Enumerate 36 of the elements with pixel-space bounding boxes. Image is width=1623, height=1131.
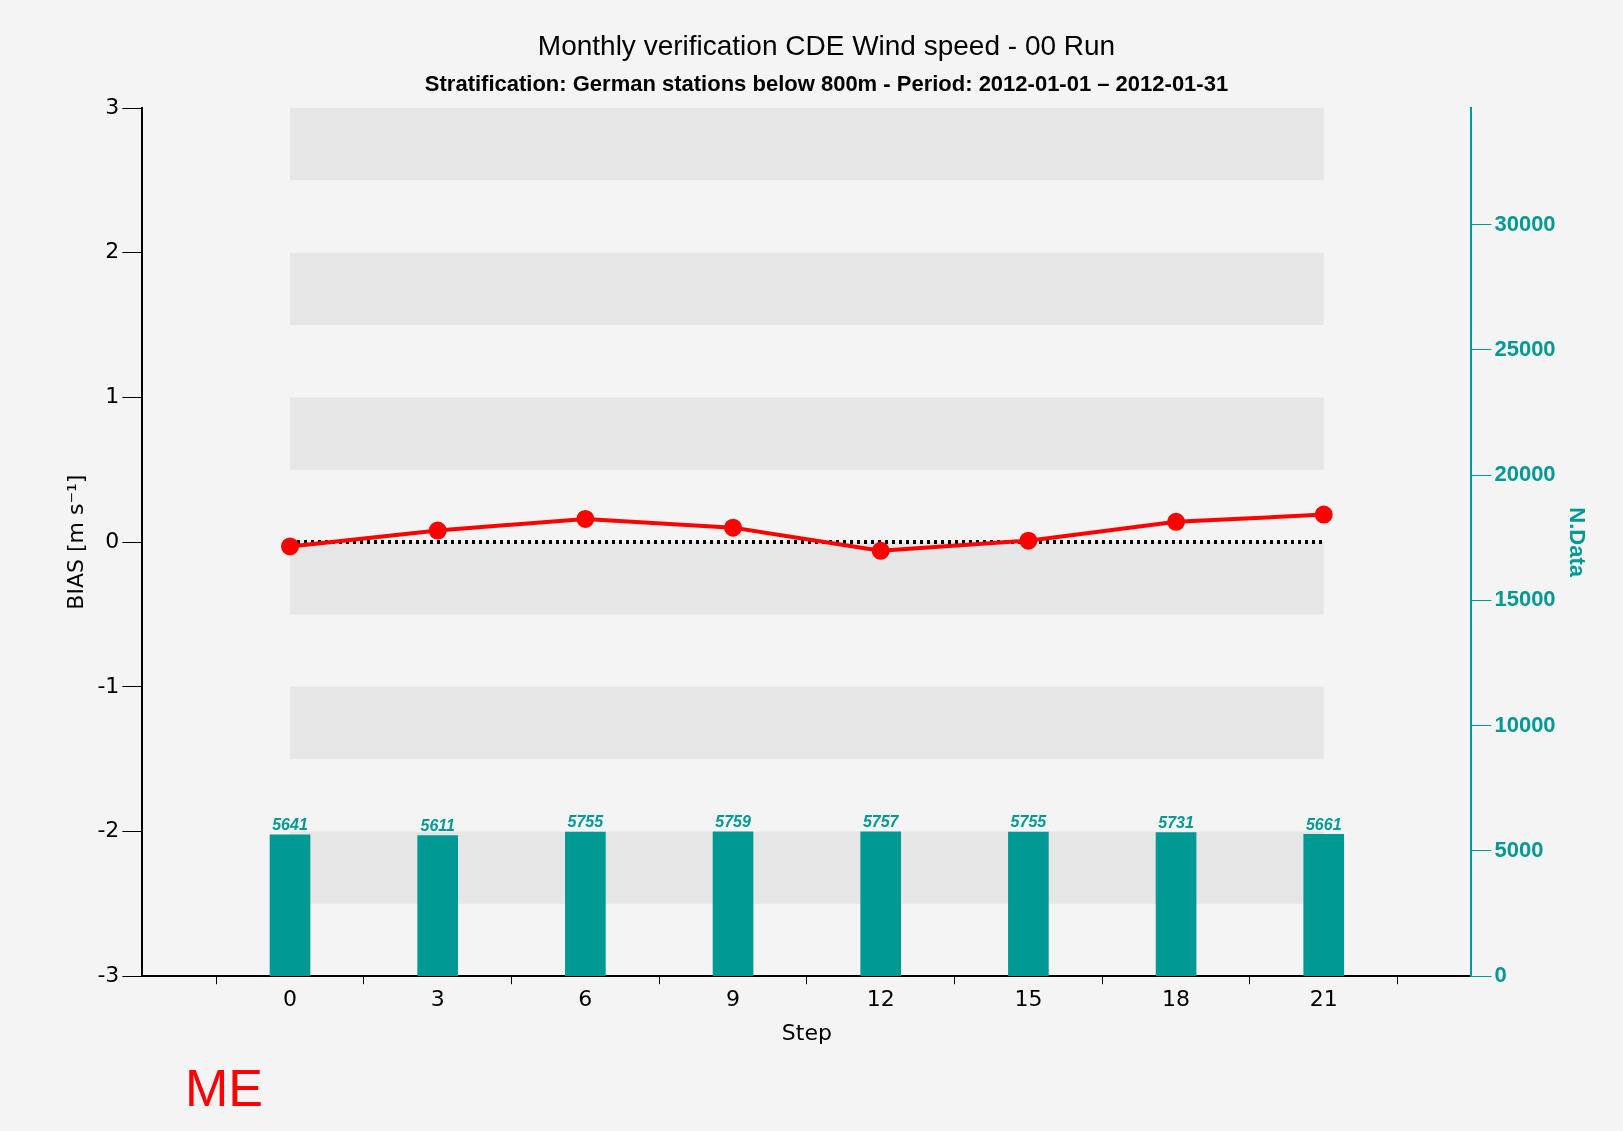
x-axis-title: Step [781,1019,832,1045]
y-tick-label: -2 [97,817,120,843]
data-label: 5661 [1305,815,1342,833]
data-label: 5757 [862,813,900,831]
data-label: 5611 [420,817,455,835]
x-tick-label: 9 [726,986,741,1012]
y2-tick-label: 20000 [1494,461,1556,487]
data-label: 5755 [567,813,605,831]
y2-tick-label: 0 [1494,962,1507,988]
chart-subtitle: Stratification: German stations below 800m - Period: 2012-01-01 – 2012-01-31 [424,70,1229,96]
text: ME [185,1059,263,1117]
x-tick-label: 6 [578,986,593,1012]
y-axis-title: BIAS [m s⁻¹] [62,474,88,610]
data-label: 5731 [1158,814,1194,832]
x-tick-label: 3 [430,986,445,1012]
x-tick-label: 12 [866,986,895,1012]
y2-axis-title: N.Data [1564,507,1590,578]
y2-tick-label: 30000 [1494,210,1556,236]
y-tick-label: 1 [105,383,120,409]
y-tick-label: -3 [97,961,120,987]
y2-tick-label: 10000 [1494,711,1556,737]
y-tick-label: 2 [105,238,120,264]
y2-tick-label: 15000 [1494,586,1556,612]
data-label: 5759 [715,813,751,831]
x-tick-label: 21 [1309,986,1338,1012]
y2-tick-label: 25000 [1494,335,1556,361]
chart-title: Monthly verification CDE Wind speed - 00 Run [537,29,1116,61]
y-tick-label: 0 [105,527,120,553]
y-tick-label: -1 [97,672,120,698]
y2-tick-label: 5000 [1494,836,1544,862]
x-tick-label: 15 [1014,986,1043,1012]
data-label: 5755 [1010,813,1048,831]
x-tick-label: 18 [1162,986,1191,1012]
data-label: 5641 [272,816,308,834]
x-tick-label: 0 [283,986,298,1012]
y-tick-label: 3 [105,93,120,119]
